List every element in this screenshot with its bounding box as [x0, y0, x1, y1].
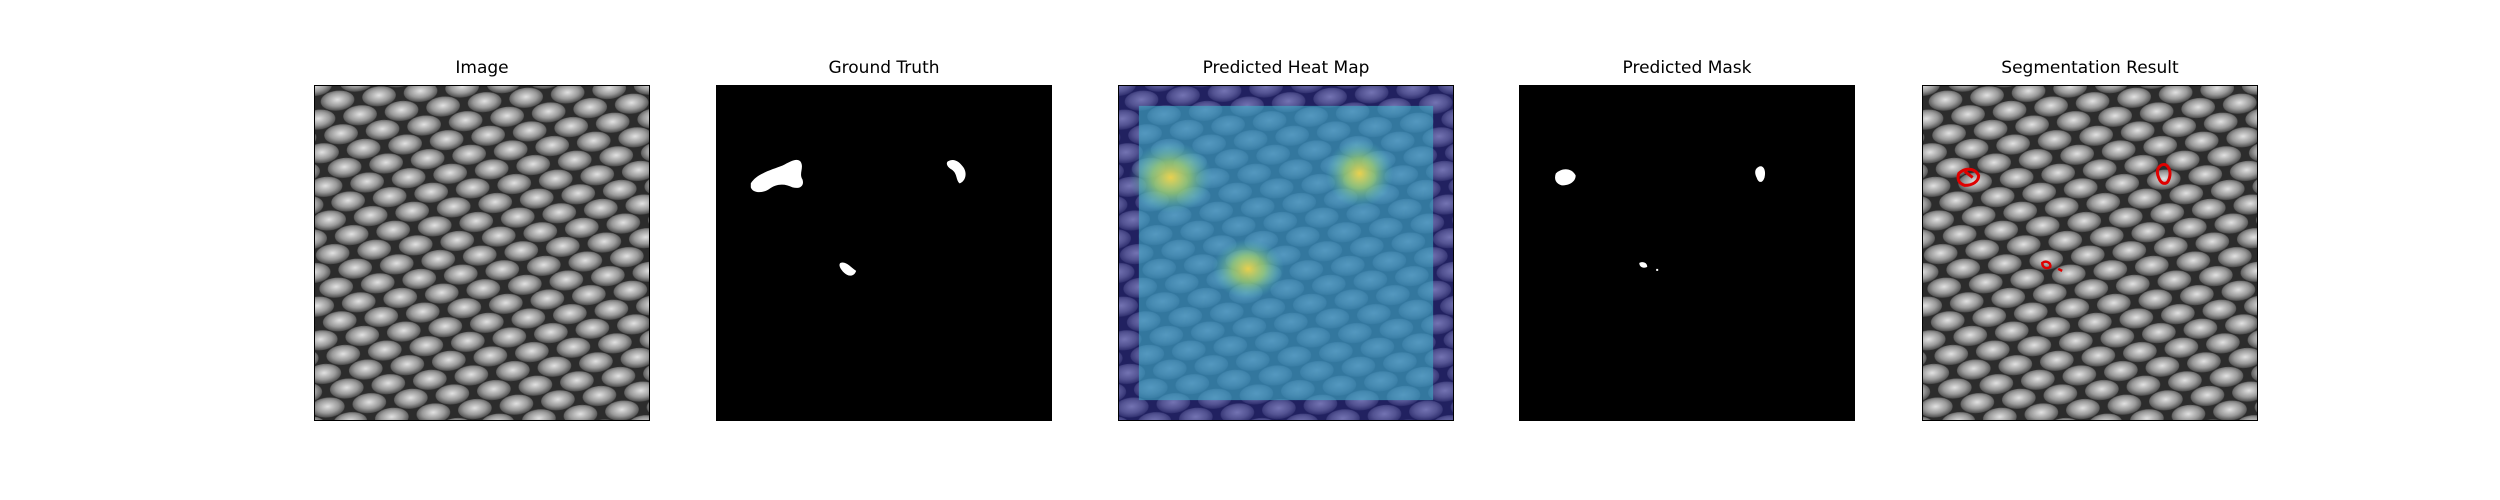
- predicted-mask-frame: [1519, 85, 1855, 421]
- heat-map-frame: [1118, 85, 1454, 421]
- predicted-mask: [1520, 86, 1854, 420]
- seg-contour: [1956, 167, 1981, 187]
- pred-defect-region: [1639, 262, 1648, 268]
- heat-hotspot: [1325, 139, 1394, 208]
- ground-truth-mask: [717, 86, 1051, 420]
- texture-image: [315, 86, 649, 420]
- heat-map-overlay: [1119, 86, 1453, 420]
- panel-title: Predicted Mask: [1622, 58, 1752, 78]
- panel-title: Ground Truth: [828, 58, 940, 78]
- panel-title: Image: [455, 58, 509, 78]
- heat-hotspot: [1128, 141, 1213, 214]
- image-frame: [314, 85, 650, 421]
- panel-heat-map: Predicted Heat Map: [1118, 0, 1454, 500]
- pred-defect-speck: [1656, 268, 1659, 271]
- panel-title: Predicted Heat Map: [1202, 58, 1370, 78]
- seg-contour: [2041, 260, 2063, 273]
- panel-title: Segmentation Result: [2001, 58, 2179, 78]
- panel-ground-truth: Ground Truth: [716, 0, 1052, 500]
- heat-hotspot: [1212, 239, 1285, 299]
- ground-truth-frame: [716, 85, 1052, 421]
- seg-contour: [2155, 163, 2172, 185]
- segmentation-overlay: [1923, 86, 2257, 420]
- gt-defect-region: [839, 262, 857, 276]
- segmentation-frame: [1922, 85, 2258, 421]
- panel-segmentation-result: Segmentation Result: [1922, 0, 2258, 500]
- gt-defect-region: [750, 159, 803, 193]
- panel-image: Image: [314, 0, 650, 500]
- gt-defect-region: [946, 159, 966, 184]
- panel-predicted-mask: Predicted Mask: [1519, 0, 1855, 500]
- pred-defect-region: [1555, 169, 1576, 186]
- pred-defect-region: [1755, 166, 1766, 182]
